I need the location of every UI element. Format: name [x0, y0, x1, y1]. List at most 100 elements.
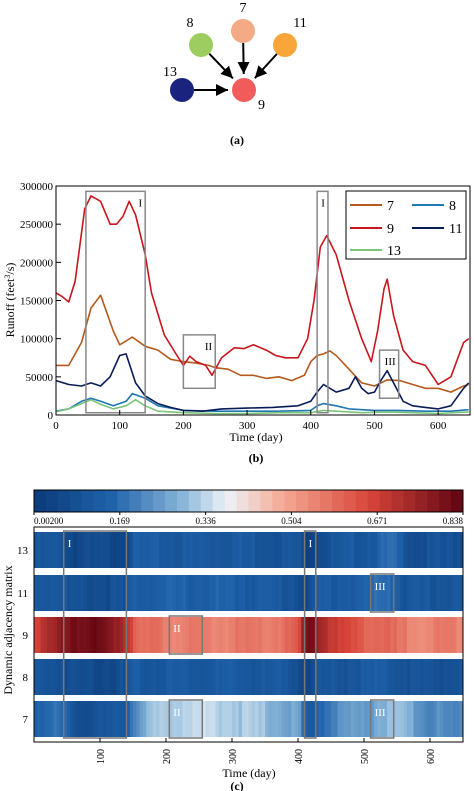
heatmap-cell: [241, 575, 246, 611]
heatmap-cell: [383, 575, 388, 611]
heatmap-cell: [238, 659, 243, 695]
heatmap-cell: [268, 575, 272, 611]
heatmap-cell: [459, 532, 464, 568]
heatmap-cell: [159, 575, 164, 611]
heatmap-cell: [291, 617, 296, 653]
heatmap-cell: [258, 617, 263, 653]
heatmap-cell: [387, 701, 391, 737]
heatmap-cell: [133, 617, 137, 653]
heatmap-cell: [413, 701, 418, 737]
y-tick-label: 100000: [20, 334, 54, 346]
heatmap-cell: [291, 532, 296, 568]
heatmap-cell: [390, 617, 395, 653]
heatmap-cell: [40, 659, 45, 695]
heatmap-cell: [271, 701, 276, 737]
heatmap-cell: [235, 575, 239, 611]
heatmap-cell: [436, 575, 441, 611]
heatmap-cell: [420, 701, 424, 737]
heatmap-cell: [400, 701, 404, 737]
heatmap-cell: [344, 659, 348, 695]
heatmap-cell: [324, 617, 329, 653]
heatmap-cell: [126, 532, 131, 568]
heatmap-cell: [70, 659, 74, 695]
panel-a-graph: 7 8 11 13 9: [163, 1, 307, 113]
heatmap-cell: [443, 701, 447, 737]
heatmap-cell: [413, 617, 418, 653]
heatmap-cell: [136, 617, 140, 653]
heatmap-cell: [218, 575, 223, 611]
heatmap-cell: [456, 575, 461, 611]
colorbar-segment: [45, 490, 59, 512]
colorbar-segment: [451, 490, 464, 512]
heatmap-cell: [156, 659, 160, 695]
heatmap-cell: [93, 575, 98, 611]
heatmap-cell: [169, 701, 173, 737]
heatmap-cell: [60, 701, 65, 737]
heatmap-cell: [86, 659, 91, 695]
heatmap-cell: [331, 532, 335, 568]
heatmap-cell: [182, 701, 187, 737]
heatmap-cell: [73, 617, 78, 653]
heatmap-cell: [255, 575, 259, 611]
heatmap-cell: [235, 701, 239, 737]
heatmap-cell: [251, 575, 256, 611]
heatmap-cell: [199, 701, 203, 737]
heatmap-cell: [241, 532, 246, 568]
heatmap-cell: [232, 659, 236, 695]
heatmap-cell: [199, 659, 203, 695]
heatmap-cell: [179, 701, 183, 737]
heatmap-cell: [202, 659, 206, 695]
colorbar-segment: [343, 490, 357, 512]
heatmap-cell: [360, 575, 365, 611]
node-label-7: 7: [240, 1, 247, 16]
heatmap-cell: [248, 659, 253, 695]
heatmap-cell: [159, 532, 164, 568]
x-tick-label: 600: [430, 420, 447, 432]
heatmap-cell: [324, 575, 329, 611]
heatmap-cell: [321, 575, 325, 611]
heatmap-cell: [202, 617, 206, 653]
heatmap-cell: [60, 617, 65, 653]
heatmap-cell: [397, 701, 401, 737]
heatmap-cell: [439, 659, 444, 695]
heatmap-cell: [258, 575, 263, 611]
heatmap-cell: [113, 659, 117, 695]
heatmap-cell: [179, 532, 183, 568]
heatmap-cell: [159, 617, 164, 653]
heatmap-cell: [159, 659, 164, 695]
heatmap-cell: [123, 659, 127, 695]
heatmap-cell: [271, 575, 276, 611]
heatmap-x-tick-label: 500: [360, 749, 371, 764]
heatmap-cell: [192, 575, 197, 611]
heatmap-cell: [410, 532, 414, 568]
heatmap-cell: [205, 617, 210, 653]
heatmap-cell: [228, 532, 233, 568]
heatmap-cell: [403, 617, 408, 653]
heatmap-cell: [426, 532, 431, 568]
heatmap-cell: [373, 617, 378, 653]
heatmap-cell: [403, 659, 408, 695]
heatmap-cell: [354, 575, 358, 611]
heatmap-cell: [274, 532, 279, 568]
heatmap-cell: [436, 532, 441, 568]
heatmap-cell: [439, 575, 444, 611]
heatmap-cell: [208, 659, 213, 695]
heatmap-cell: [344, 575, 348, 611]
heatmap-cell: [185, 617, 190, 653]
heatmap-cell: [37, 575, 41, 611]
heatmap-x-tick-label: 400: [294, 749, 305, 764]
heatmap-cell: [225, 659, 230, 695]
heatmap-cell: [311, 575, 315, 611]
heatmap-cell: [430, 617, 434, 653]
annotation-box-0: [85, 190, 146, 414]
heatmap-cell: [76, 617, 81, 653]
heatmap-cell: [53, 659, 58, 695]
heatmap-cell: [281, 659, 286, 695]
heatmap-cell: [100, 575, 104, 611]
heatmap-cell: [439, 701, 444, 737]
heatmap-cell: [123, 532, 127, 568]
x-tick-label: 0: [53, 420, 59, 432]
heatmap-cell: [380, 659, 385, 695]
heatmap-cell: [189, 575, 193, 611]
heatmap-annotation-box-3: [168, 699, 204, 739]
